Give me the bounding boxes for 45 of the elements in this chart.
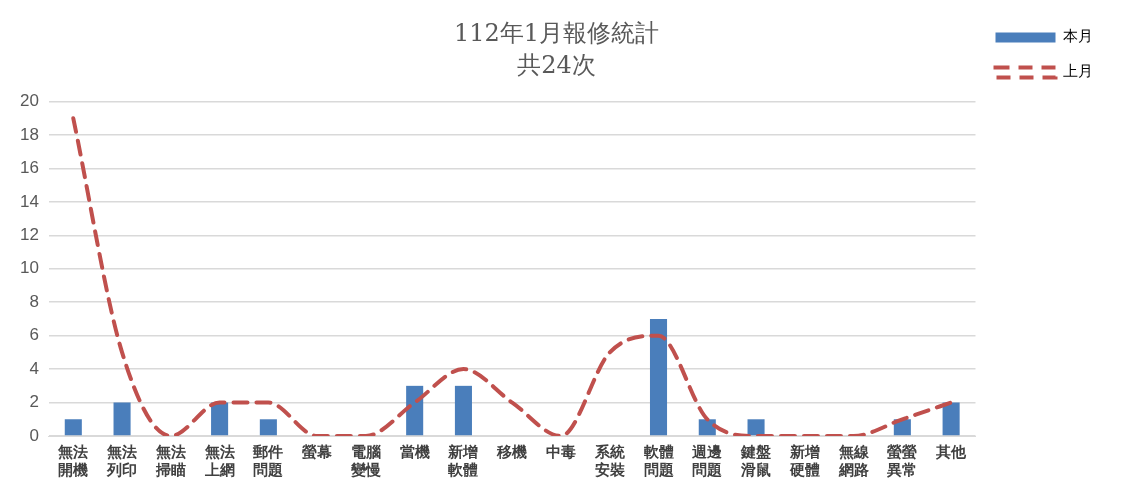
line-series: [71, 116, 954, 436]
x-tick-label: 郵件問題: [252, 442, 284, 479]
x-tick-label: 新增軟體: [447, 442, 479, 479]
x-tick-label: 系統安裝: [593, 442, 625, 479]
x-tick-label: 電腦變慢: [350, 442, 381, 479]
x-tick-label: 無法掃瞄: [154, 442, 186, 479]
x-tick-label: 軟體問題: [643, 442, 674, 479]
x-tick-label: 無線網路: [837, 442, 870, 479]
x-tick-label: 鍵盤滑鼠: [740, 442, 772, 479]
x-tick-label: 中毒: [545, 442, 576, 461]
bar: [454, 385, 472, 436]
x-tick-label: 無法上網: [203, 442, 235, 479]
y-tick-label: 12: [19, 225, 39, 245]
chart-title: 112年1月報修統計: [453, 18, 660, 47]
x-tick-label: 移機: [496, 442, 528, 461]
x-tick-label: 當機: [399, 442, 430, 461]
bar: [406, 385, 424, 436]
bar: [942, 402, 960, 436]
legend-label: 本月: [1063, 27, 1093, 46]
x-tick-label: 週邊問題: [691, 442, 723, 479]
x-tick-label: 其他: [935, 442, 968, 461]
bar: [747, 419, 765, 436]
legend-label: 上月: [1063, 62, 1093, 81]
bar: [211, 402, 229, 436]
x-tick-label: 新增硬體: [788, 442, 820, 479]
x-tick-label: 螢幕: [301, 442, 334, 461]
x-tick-label: 螢螢異常: [886, 442, 918, 479]
bar: [64, 419, 82, 436]
y-tick-label: 4: [29, 358, 39, 378]
x-tick-label: 無法列印: [106, 442, 138, 479]
y-tick-label: 20: [19, 91, 39, 111]
y-tick-label: 6: [29, 325, 39, 345]
bar: [698, 419, 716, 436]
y-tick-label: 2: [29, 392, 39, 412]
y-tick-label: 0: [29, 425, 39, 445]
bar: [259, 419, 277, 436]
y-tick-label: 8: [29, 291, 39, 311]
bar: [649, 318, 668, 436]
chart-subtitle: 共24次: [517, 51, 596, 80]
x-tick-label: 無法開機: [57, 442, 89, 479]
y-tick-label: 14: [19, 191, 39, 211]
bar: [113, 402, 131, 436]
y-tick-label: 10: [19, 258, 39, 278]
y-tick-label: 16: [19, 158, 39, 178]
y-tick-label: 18: [19, 124, 39, 144]
